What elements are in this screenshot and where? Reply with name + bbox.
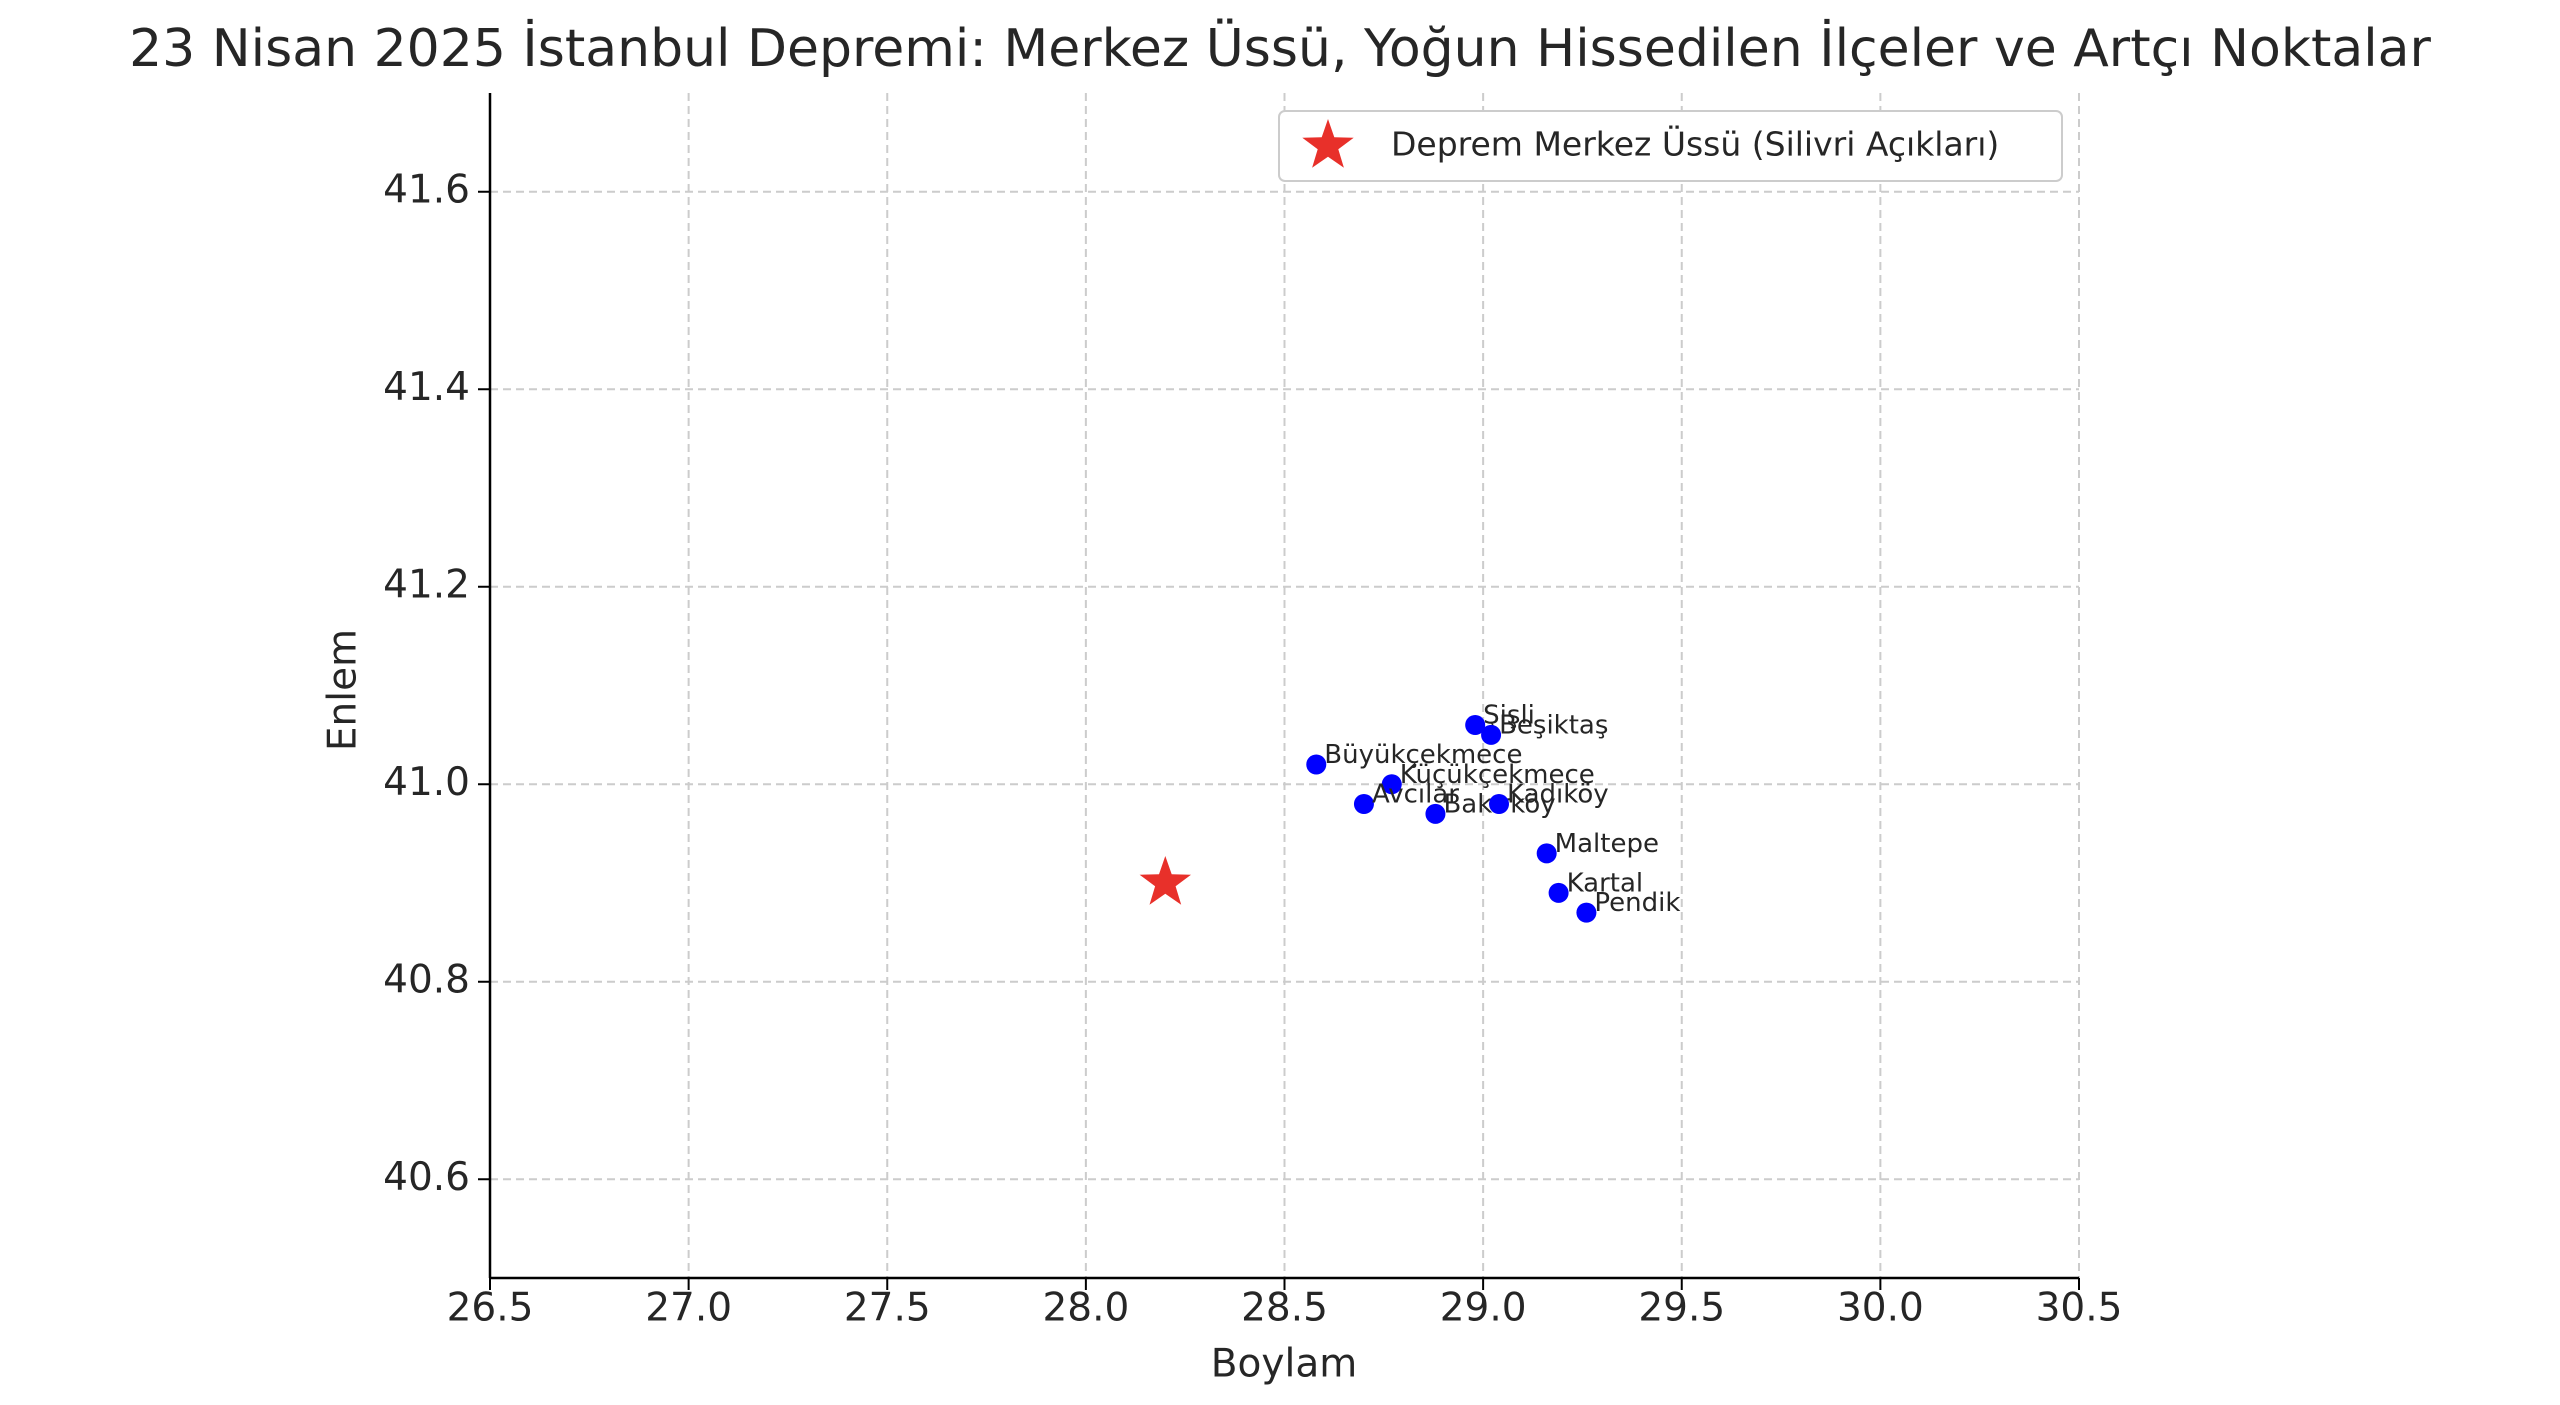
x-tick-label: 28.0 (1042, 1286, 1129, 1331)
district-point (1425, 803, 1446, 824)
x-axis-label: Boylam (1211, 1342, 1357, 1387)
district-point (1536, 843, 1557, 864)
point-label: Avcılar (1372, 780, 1459, 810)
x-tick-label: 26.5 (447, 1286, 534, 1331)
x-tick-label: 27.5 (844, 1286, 931, 1331)
x-tick-label: 29.0 (1440, 1286, 1527, 1331)
y-tick-label: 41.4 (383, 365, 470, 410)
y-axis-label: Enlem (321, 629, 366, 751)
y-tick-label: 41.6 (383, 167, 470, 212)
district-point (1353, 794, 1374, 814)
legend-label: Deprem Merkez Üssü (Silivri Açıkları) (1391, 124, 1999, 164)
point-label: Kartal (1567, 868, 1644, 898)
legend: Deprem Merkez Üssü (Silivri Açıkları) (1278, 110, 2063, 182)
point-label: Kadıköy (1507, 780, 1609, 810)
x-tick-label: 30.0 (1837, 1286, 1924, 1331)
x-tick-label: 28.5 (1241, 1286, 1328, 1331)
district-point (1576, 902, 1597, 923)
point-label: Maltepe (1555, 829, 1659, 859)
legend-box (1278, 110, 2063, 182)
epicenter-marker (1139, 856, 1191, 905)
district-point (1481, 724, 1502, 745)
district-point (1306, 754, 1327, 775)
point-label: Büyükçekmece (1324, 740, 1522, 770)
x-tick-label: 29.5 (1638, 1286, 1725, 1331)
point-label: Küçükçekmece (1400, 760, 1595, 790)
y-tick-label: 41.0 (383, 760, 470, 805)
x-tick-label: 30.5 (2036, 1286, 2123, 1331)
district-point (1465, 715, 1486, 735)
y-tick-label: 41.2 (383, 562, 470, 607)
district-point (1381, 774, 1402, 795)
point-label: Beşiktaş (1499, 710, 1608, 740)
chart-title: 23 Nisan 2025 İstanbul Depremi: Merkez Ü… (129, 18, 2431, 79)
point-label: Pendik (1594, 888, 1680, 918)
x-tick-label: 27.0 (645, 1286, 732, 1331)
y-tick-label: 40.6 (383, 1155, 470, 1200)
district-point (1548, 882, 1569, 903)
district-point (1489, 794, 1510, 814)
y-tick-label: 40.8 (383, 957, 470, 1002)
legend-marker (1302, 119, 1354, 168)
